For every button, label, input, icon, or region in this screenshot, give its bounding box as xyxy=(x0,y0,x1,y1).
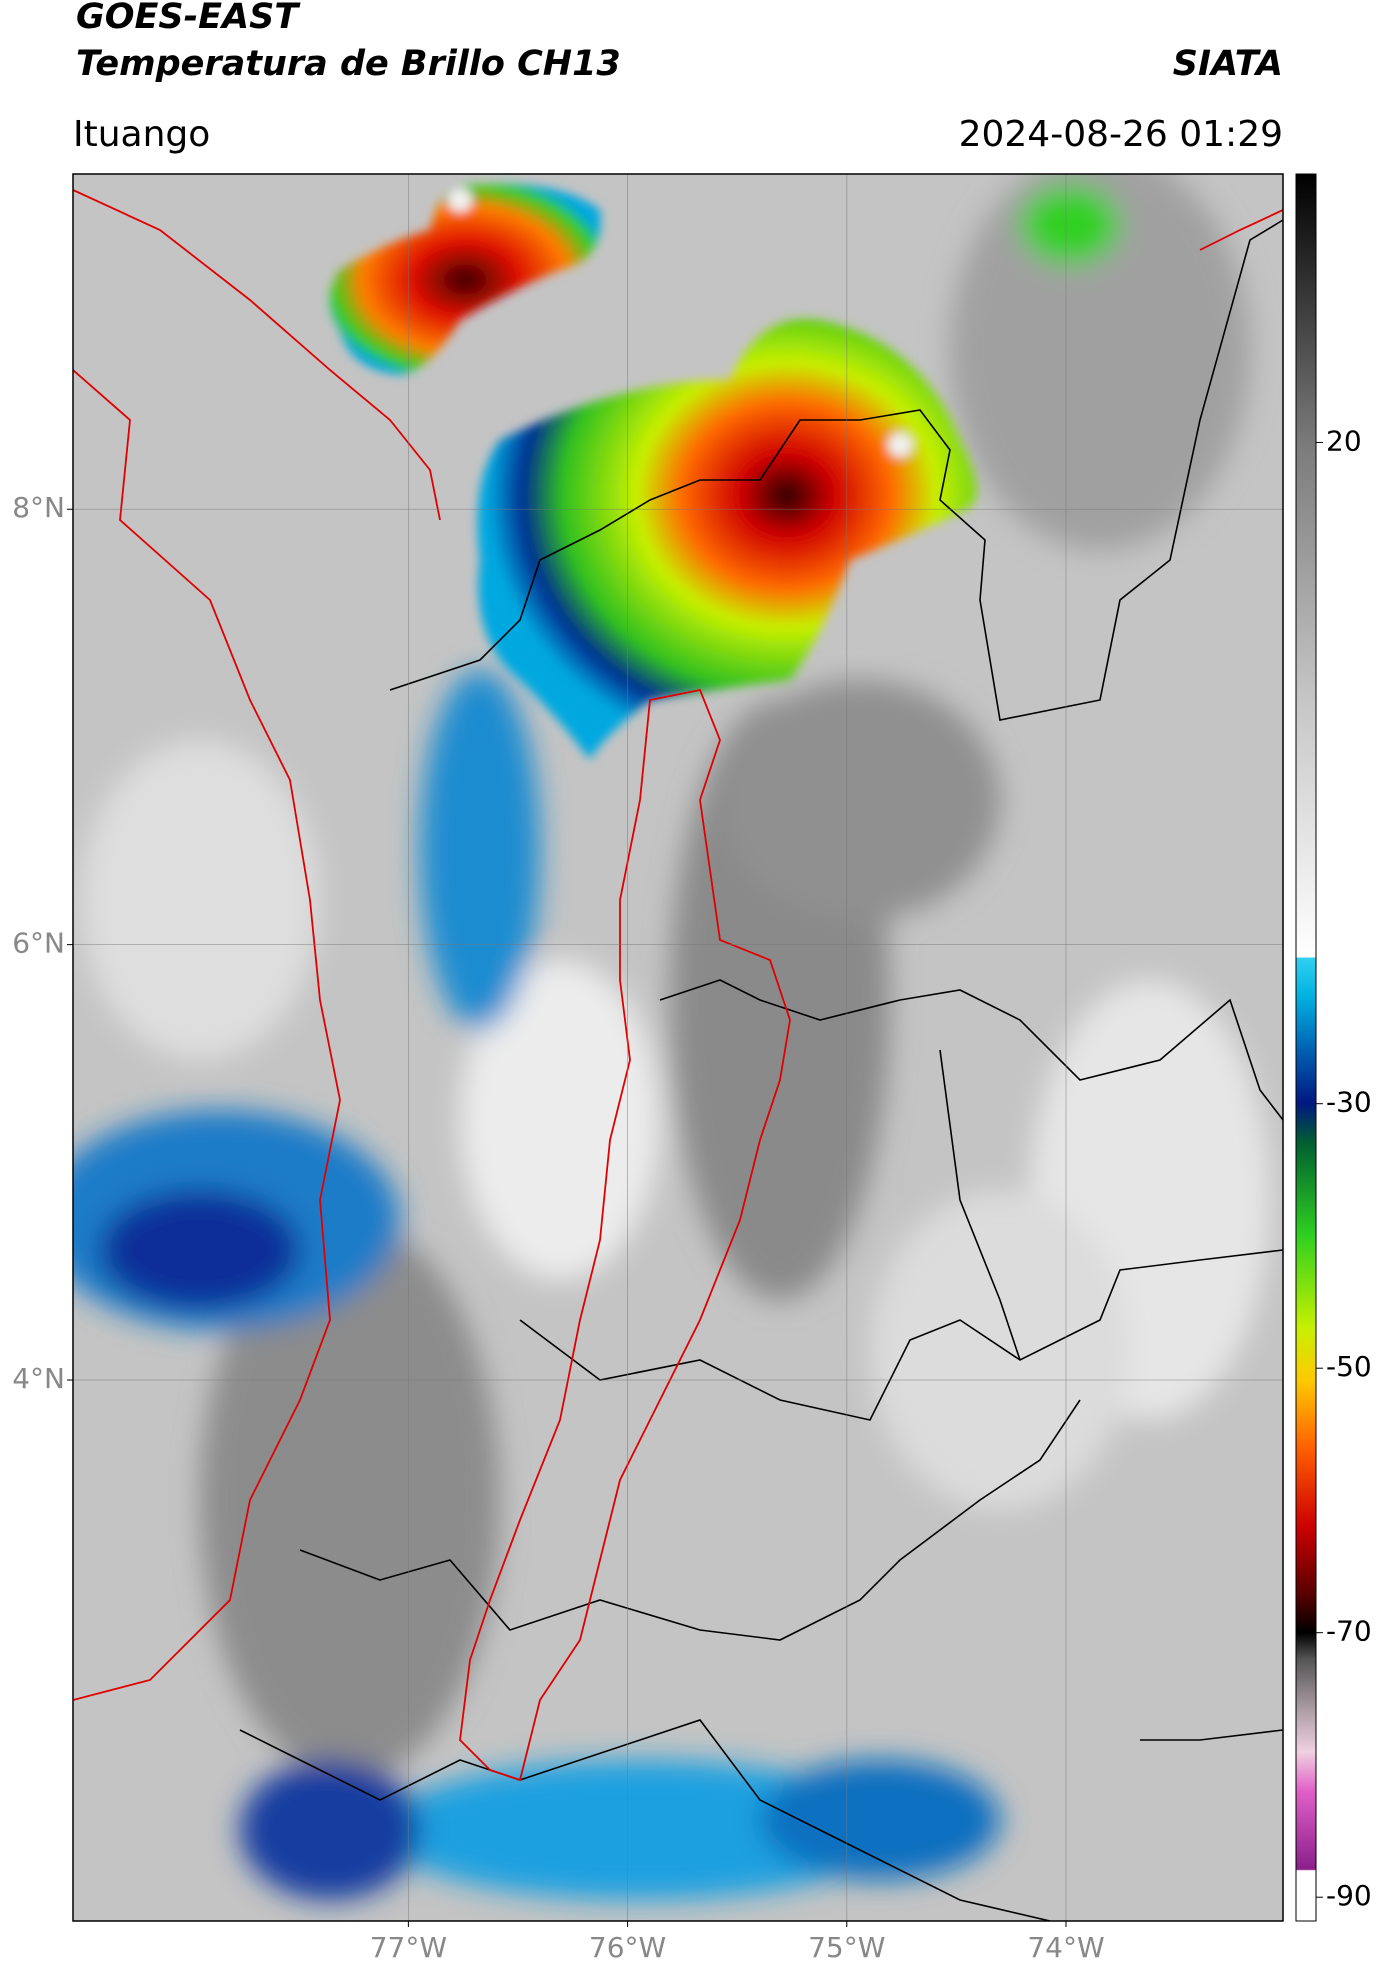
map-frame xyxy=(72,173,1284,1922)
colorbar-tick-label: 20 xyxy=(1326,424,1362,457)
brand: SIATA xyxy=(1173,44,1283,84)
colorbar-tick-label: -50 xyxy=(1326,1350,1372,1383)
y-tick-label: 6°N xyxy=(12,927,65,960)
y-tick-label: 8°N xyxy=(12,491,65,524)
x-tick-label: 77°W xyxy=(370,1931,447,1964)
subtitle: Temperatura de Brillo CH13 xyxy=(76,44,621,84)
colorbar-tick-label: -30 xyxy=(1326,1086,1372,1119)
satellite-image xyxy=(73,174,1283,1921)
colorbar xyxy=(1295,173,1317,1922)
colorbar-tick-label: -90 xyxy=(1326,1879,1372,1912)
datetime: 2024-08-26 01:29 xyxy=(959,114,1283,155)
x-tick-label: 75°W xyxy=(808,1931,885,1964)
colorbar-tick-label: -70 xyxy=(1326,1615,1372,1648)
borders xyxy=(239,219,1283,1921)
x-tick-label: 74°W xyxy=(1027,1931,1104,1964)
region-outline xyxy=(73,189,1283,1782)
title: GOES-EAST xyxy=(76,0,301,37)
location: Ituango xyxy=(73,114,210,155)
y-tick-label: 4°N xyxy=(12,1362,65,1395)
x-tick-label: 76°W xyxy=(589,1931,666,1964)
